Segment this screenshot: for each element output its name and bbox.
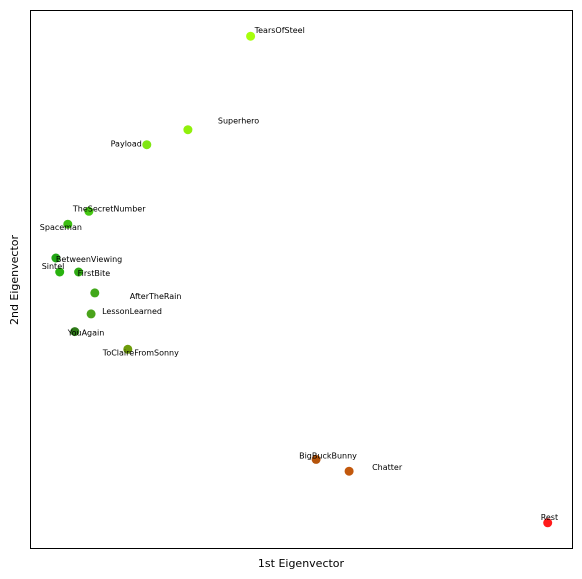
point-FirstBite: [74, 267, 84, 277]
point-Payload: [142, 140, 152, 150]
point-label-Rest: Rest: [541, 513, 558, 522]
point-label-Payload: Payload: [111, 140, 142, 149]
point-LessonLearned: [86, 309, 96, 319]
point-label-YouAgain: YouAgain: [67, 329, 105, 338]
point-BetweenViewing: [51, 253, 61, 263]
point-label-AfterTheRain: AfterTheRain: [130, 292, 182, 301]
point-Spaceman: [63, 219, 73, 229]
point-label-Sintel: Sintel: [42, 262, 65, 271]
point-Rest: [543, 518, 553, 528]
point-label-LessonLearned: LessonLearned: [102, 307, 162, 316]
y-axis-label: 2nd Eigenvector: [8, 234, 21, 325]
point-Chatter: [344, 466, 354, 476]
point-label-Superhero: Superhero: [218, 117, 259, 126]
point-label-FirstBite: FirstBite: [78, 269, 111, 278]
point-Sintel: [55, 267, 65, 277]
point-BigBuckBunny: [311, 454, 321, 464]
point-TearsOfSteel: [246, 31, 256, 41]
point-label-ToClaireFromSonny: ToClaireFromSonny: [102, 348, 179, 357]
chart-marks: TearsOfSteel Superhero Payload TheSecretNum…: [40, 26, 558, 528]
point-AfterTheRain: [90, 288, 100, 298]
point-label-BetweenViewing: BetweenViewing: [56, 255, 122, 264]
point-label-Spaceman: Spaceman: [40, 223, 82, 232]
point-Superhero: [183, 125, 193, 135]
point-label-TearsOfSteel: TearsOfSteel: [254, 26, 305, 35]
point-YouAgain: [70, 327, 80, 337]
point-ToClaireFromSonny: [123, 344, 133, 354]
point-TheSecretNumber: [84, 206, 94, 216]
point-label-BigBuckBunny: BigBuckBunny: [299, 451, 357, 460]
point-label-TheSecretNumber: TheSecretNumber: [72, 204, 146, 213]
plot-area: [30, 10, 573, 549]
x-axis-label: 1st Eigenvector: [258, 557, 345, 570]
point-label-Chatter: Chatter: [372, 463, 403, 472]
